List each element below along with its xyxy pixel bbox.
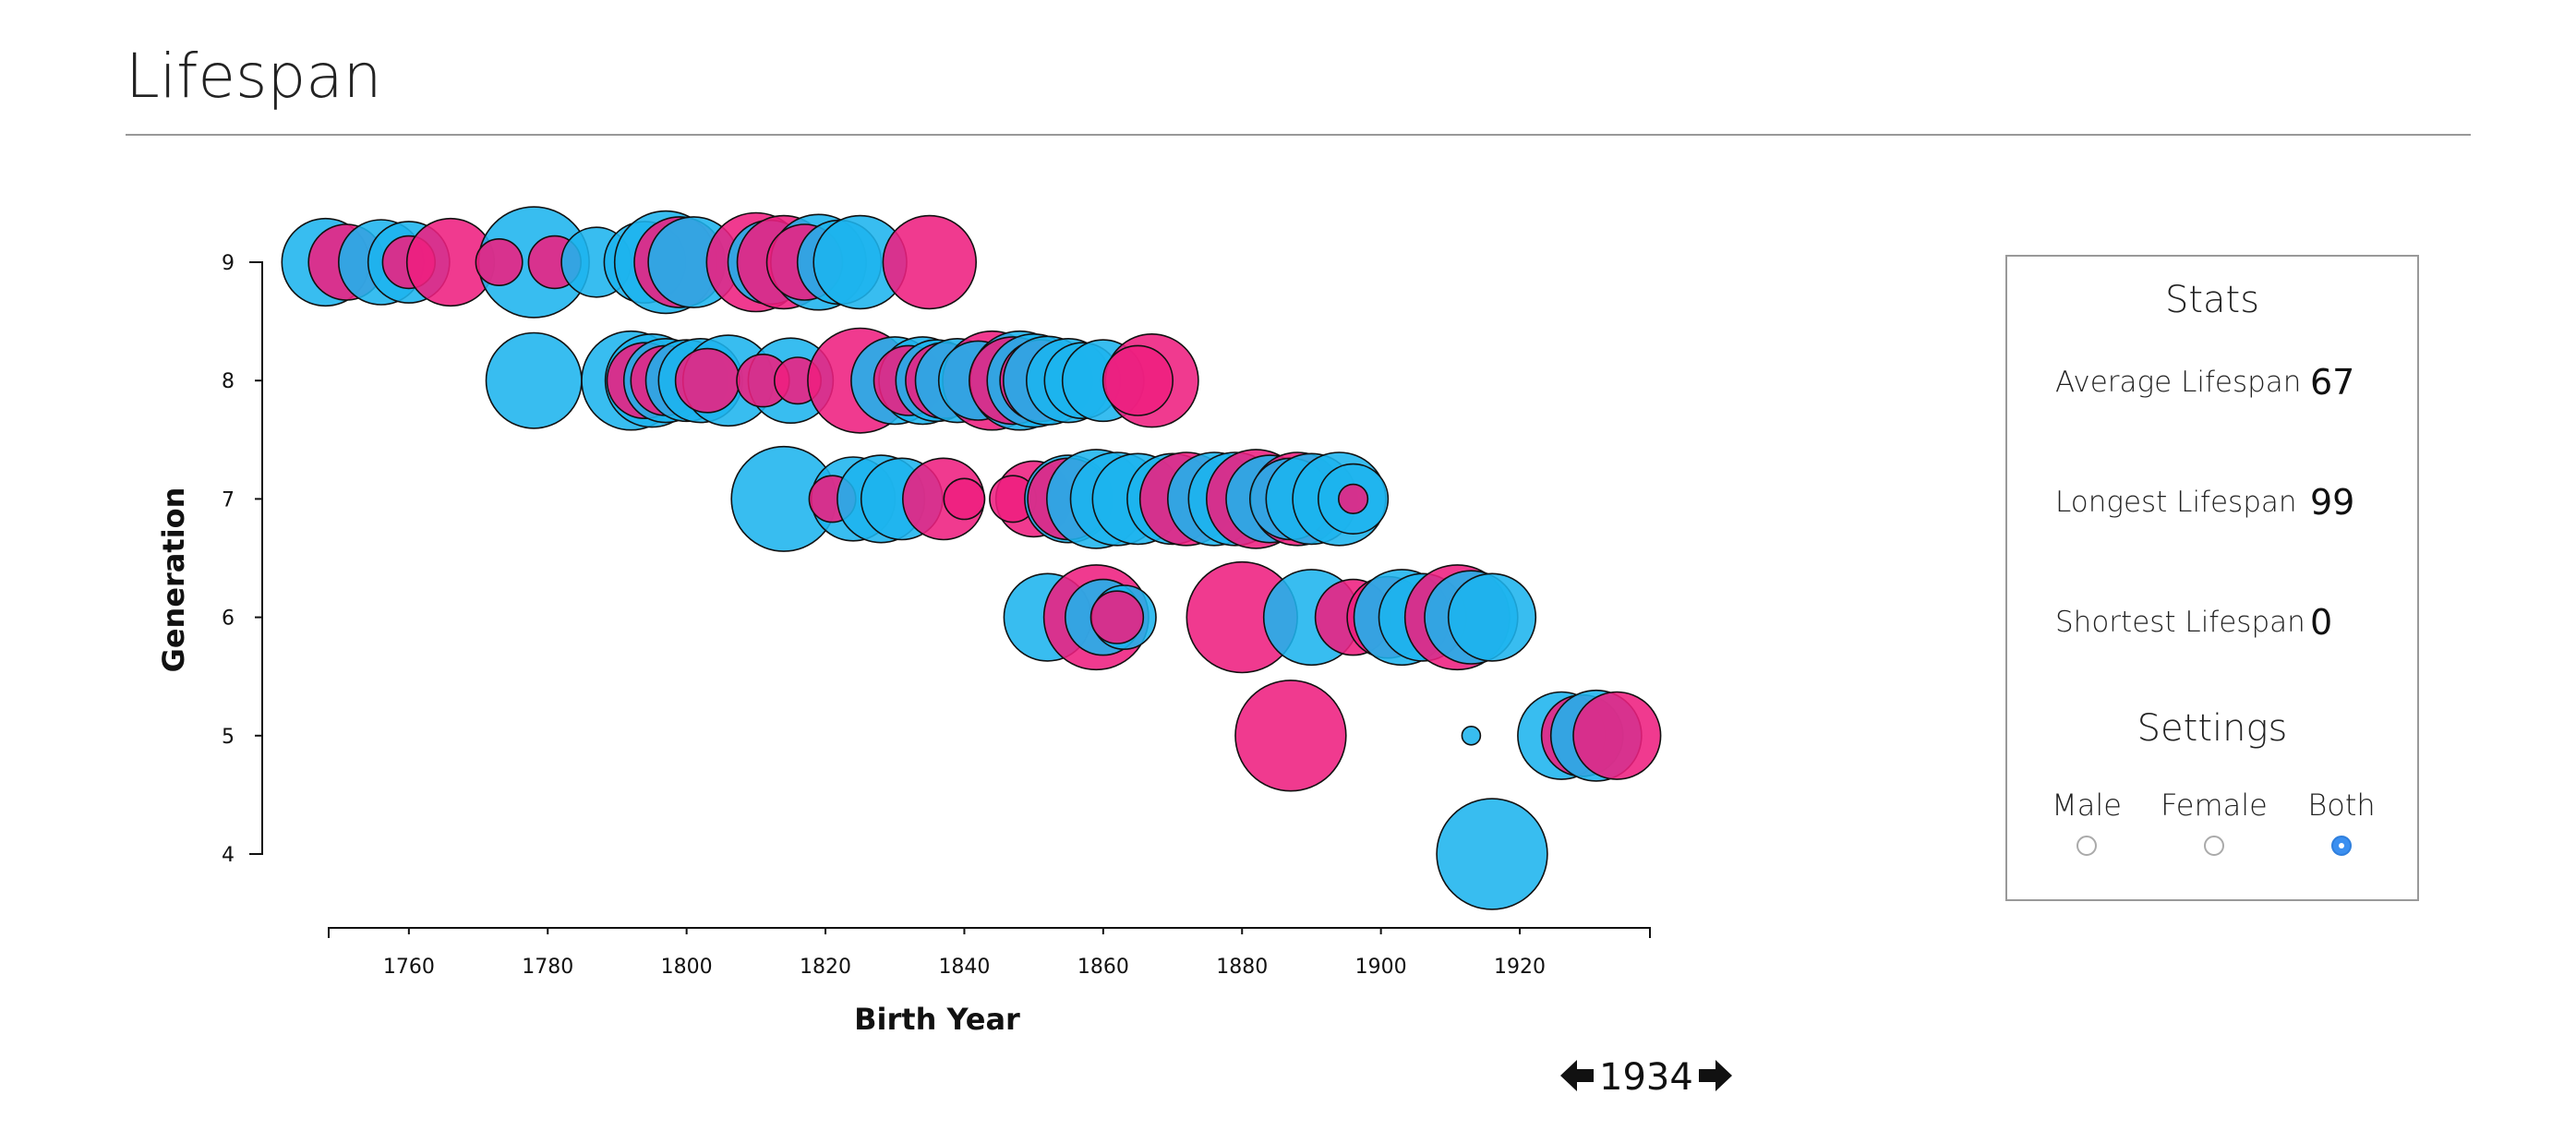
x-axis-title: Birth Year	[854, 1002, 1020, 1037]
female-bubble	[882, 214, 977, 310]
option-both-label: Both	[2307, 788, 2376, 823]
average-lifespan-label: Average Lifespan	[2055, 366, 2302, 399]
stats-heading: Stats	[2164, 279, 2260, 321]
female-bubble	[1089, 590, 1145, 644]
male-bubble	[1461, 725, 1482, 746]
y-tick-label: 6	[222, 608, 235, 631]
y-axis	[249, 261, 263, 855]
male-bubble	[1447, 572, 1537, 662]
title-divider	[126, 134, 2471, 136]
x-tick-label: 1820	[800, 956, 851, 979]
female-bubble	[1572, 691, 1662, 780]
x-axis-line	[328, 927, 1651, 938]
x-axis	[328, 927, 1651, 938]
longest-lifespan-value: 99	[2310, 482, 2355, 523]
x-tick-label: 1880	[1216, 956, 1268, 979]
arrow-left-icon[interactable]	[1559, 1057, 1595, 1099]
x-tick-label: 1900	[1355, 956, 1407, 979]
bubble-layer	[281, 206, 1662, 910]
female-bubble	[674, 347, 740, 414]
lifespan-chart: 1760 1780 1800 1820 1840 1860 1880 1900 1920 4 5 6 7…	[156, 206, 1662, 1037]
male-radio[interactable]	[2076, 836, 2097, 856]
longest-lifespan-label: Longest Lifespan	[2055, 486, 2297, 519]
y-tick-label: 5	[222, 726, 235, 749]
option-male-label: Male	[2052, 788, 2122, 823]
male-bubble	[485, 331, 583, 429]
female-radio[interactable]	[2204, 836, 2224, 856]
female-bubble	[1337, 483, 1369, 515]
x-tick-label: 1860	[1077, 956, 1129, 979]
x-tick-label: 1800	[661, 956, 713, 979]
y-axis-line	[249, 261, 263, 855]
x-tick-label: 1840	[938, 956, 990, 979]
page-title: Lifespan	[126, 41, 382, 112]
option-both[interactable]: Both	[2277, 788, 2406, 856]
female-bubble	[1234, 680, 1347, 792]
both-radio[interactable]	[2331, 836, 2352, 856]
x-tick-label: 1780	[522, 956, 573, 979]
y-tick-label: 7	[222, 488, 235, 511]
shortest-lifespan-value: 0	[2310, 602, 2333, 643]
female-bubble	[943, 477, 986, 521]
year-navigator: 1934	[1559, 1056, 1734, 1099]
average-lifespan-value: 67	[2310, 362, 2355, 403]
y-tick-label: 8	[222, 370, 235, 393]
female-bubble	[475, 237, 524, 286]
y-axis-title: Generation	[156, 487, 191, 673]
x-tick-label: 1760	[383, 956, 435, 979]
x-tick-label: 1920	[1494, 956, 1546, 979]
option-female-label: Female	[2161, 788, 2268, 823]
male-bubble	[1436, 798, 1548, 910]
female-bubble	[1101, 344, 1174, 416]
y-tick-label: 4	[222, 844, 235, 867]
option-female[interactable]: Female	[2149, 788, 2279, 856]
stats-panel: Stats Average Lifespan 67 Longest Lifesp…	[2005, 255, 2419, 901]
shortest-lifespan-label: Shortest Lifespan	[2055, 606, 2305, 639]
option-male[interactable]: Male	[2022, 788, 2151, 856]
arrow-right-icon[interactable]	[1697, 1057, 1734, 1099]
settings-heading: Settings	[2137, 707, 2288, 750]
y-tick-label: 9	[222, 252, 235, 275]
year-value: 1934	[1599, 1056, 1693, 1099]
